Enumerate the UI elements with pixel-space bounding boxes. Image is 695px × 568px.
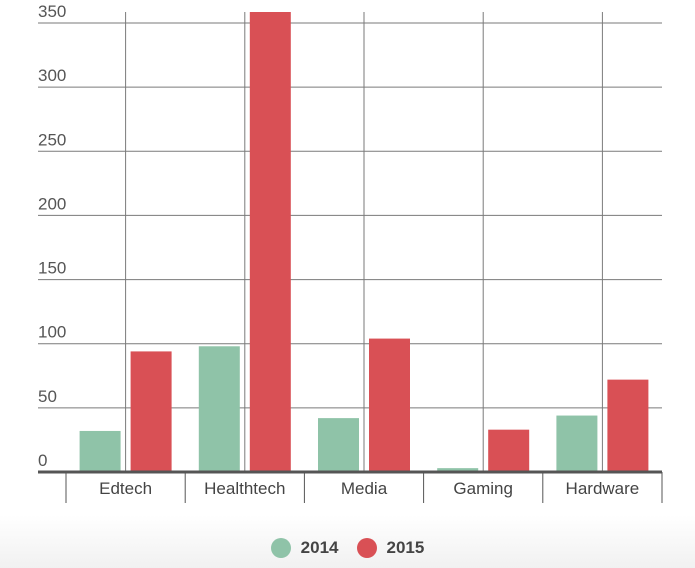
bar-2014-media	[318, 418, 359, 472]
y-tick-label: 100	[38, 323, 66, 342]
bar-2014-hardware	[556, 415, 598, 472]
bar-2015-media	[369, 338, 410, 472]
y-tick-label: 250	[38, 130, 66, 149]
bar-2014-healthtech	[198, 346, 240, 472]
bar-2015-hardware	[607, 379, 649, 472]
x-tick-label: Media	[341, 479, 388, 498]
y-tick-label: 50	[38, 387, 57, 406]
x-tick-label: Gaming	[453, 479, 513, 498]
y-tick-label: 300	[38, 66, 66, 85]
legend: 2014 2015	[0, 533, 695, 563]
bar-2014-gaming	[437, 468, 479, 472]
x-tick-label: Healthtech	[204, 479, 285, 498]
y-tick-label: 0	[38, 451, 47, 470]
legend-label-2014: 2014	[300, 538, 339, 557]
legend-item-2015[interactable]: 2015	[356, 538, 425, 558]
legend-swatch-2014	[270, 538, 291, 558]
y-tick-label: 350	[38, 2, 66, 21]
legend-swatch-2015	[356, 538, 377, 558]
x-tick-label: Edtech	[99, 479, 152, 498]
bar-2015-edtech	[130, 351, 172, 472]
bar-2015-gaming	[488, 429, 530, 472]
y-tick-label: 150	[38, 259, 66, 278]
x-tick-label: Hardware	[566, 479, 640, 498]
legend-label-2015: 2015	[386, 538, 425, 557]
y-tick-label: 200	[38, 194, 66, 213]
bar-2014-edtech	[79, 430, 121, 472]
legend-item-2014[interactable]: 2014	[270, 538, 339, 558]
bar-2015-healthtech	[249, 12, 291, 472]
